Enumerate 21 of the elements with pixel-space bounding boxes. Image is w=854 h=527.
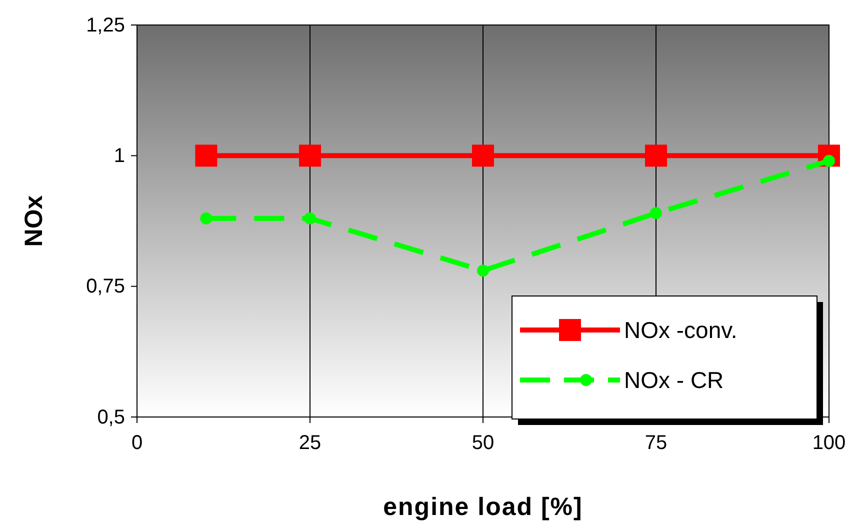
x-tick-label: 0 — [131, 432, 143, 454]
point — [304, 212, 316, 224]
legend-label: NOx -conv. — [624, 317, 738, 343]
x-tick-label: 100 — [812, 432, 846, 454]
x-tick-label: 75 — [644, 432, 668, 454]
y-tick-label: 1 — [114, 145, 125, 168]
y-tick-label: 0,75 — [86, 276, 125, 298]
x-tick-label: 50 — [472, 432, 494, 454]
y-tick-label: 1,25 — [86, 14, 125, 36]
legend-label: NOx - CR — [624, 367, 724, 393]
point — [477, 264, 489, 277]
x-tick-label: 25 — [298, 432, 322, 454]
y-tick-label: 0,5 — [97, 406, 125, 428]
point — [195, 144, 218, 167]
point — [472, 144, 494, 167]
point — [650, 207, 662, 220]
x-axis-title: engine load [%] — [383, 493, 583, 521]
point — [645, 144, 667, 167]
point — [299, 144, 321, 167]
y-axis-title: NOx — [20, 195, 48, 247]
point — [200, 212, 212, 224]
